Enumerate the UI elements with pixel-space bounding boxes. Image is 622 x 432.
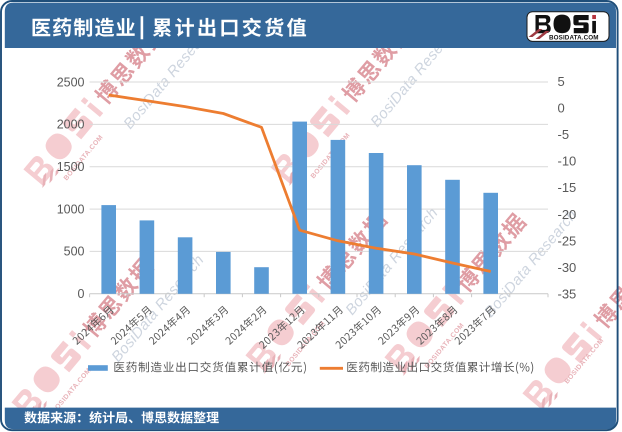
svg-text:-35: -35 — [558, 286, 577, 301]
svg-text:0: 0 — [558, 101, 565, 116]
svg-text:1000: 1000 — [57, 202, 85, 216]
svg-text:-30: -30 — [558, 260, 577, 275]
svg-text:2000: 2000 — [57, 118, 85, 132]
svg-text:500: 500 — [64, 245, 85, 259]
svg-text:2500: 2500 — [57, 75, 85, 89]
svg-text:-20: -20 — [558, 207, 577, 222]
svg-text:-5: -5 — [558, 127, 570, 142]
svg-text:5: 5 — [558, 74, 565, 89]
svg-text:-10: -10 — [558, 154, 577, 169]
svg-text:0: 0 — [78, 287, 85, 301]
svg-text:1500: 1500 — [57, 160, 85, 174]
svg-text:-25: -25 — [558, 233, 577, 248]
svg-text:-15: -15 — [558, 180, 577, 195]
svg-text:BOSIDATA.COM: BOSIDATA.COM — [549, 34, 599, 41]
